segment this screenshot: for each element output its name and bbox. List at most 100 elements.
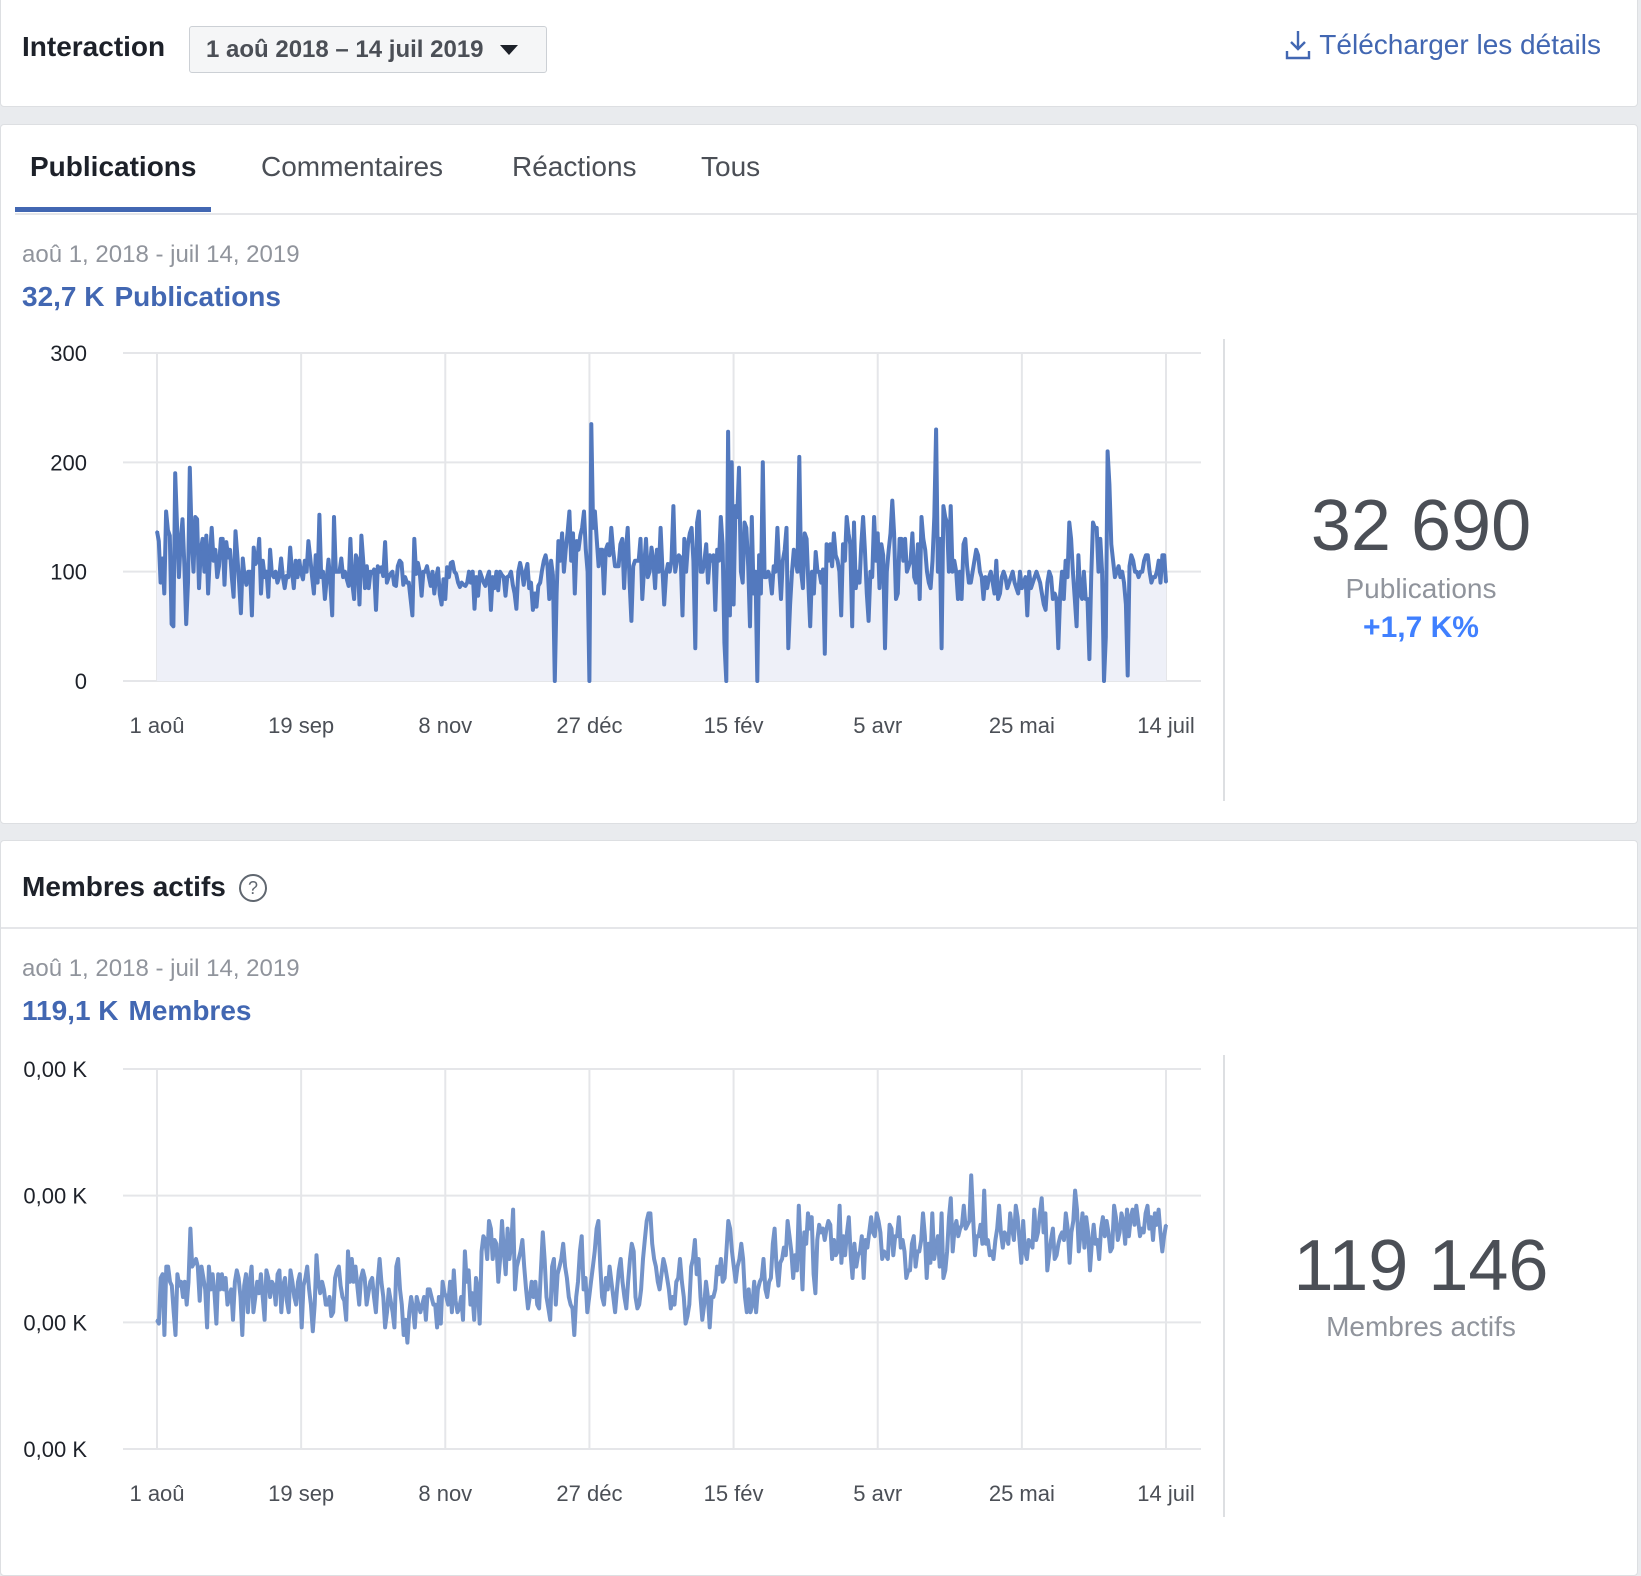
data-point xyxy=(536,1303,539,1306)
data-point xyxy=(838,570,841,573)
data-point xyxy=(420,594,423,597)
x-tick-label: 5 avr xyxy=(853,1481,902,1506)
data-point xyxy=(385,581,388,584)
data-point xyxy=(1020,1261,1023,1264)
data-point xyxy=(1142,1231,1145,1234)
data-point xyxy=(1077,554,1080,557)
data-point xyxy=(776,526,779,529)
help-icon[interactable]: ? xyxy=(239,874,267,902)
data-point xyxy=(193,1261,196,1264)
data-point xyxy=(510,570,512,573)
data-point xyxy=(406,581,408,584)
data-point xyxy=(458,586,461,588)
data-point xyxy=(426,1288,429,1291)
x-tick-label: 25 mai xyxy=(989,1481,1055,1506)
data-point xyxy=(738,466,740,469)
data-point xyxy=(664,1265,667,1268)
data-point xyxy=(977,1235,980,1238)
data-point xyxy=(1113,1204,1116,1207)
data-point xyxy=(855,1265,858,1268)
tab-publications[interactable]: Publications xyxy=(30,151,197,182)
data-point xyxy=(1150,581,1153,584)
data-point xyxy=(714,1288,717,1291)
data-point xyxy=(274,570,277,573)
data-point xyxy=(1087,1231,1090,1234)
data-point xyxy=(690,526,693,529)
data-point xyxy=(1107,1231,1110,1234)
date-range-dropdown[interactable]: 1 aoû 2018 – 14 juil 2019 xyxy=(189,26,547,73)
data-point xyxy=(646,576,649,579)
data-point xyxy=(821,1227,824,1230)
data-point xyxy=(703,1303,706,1306)
data-point xyxy=(413,1326,416,1329)
data-point xyxy=(156,1318,158,1321)
data-point xyxy=(223,583,226,586)
data-point xyxy=(914,1265,917,1268)
download-details-link[interactable]: Télécharger les détails xyxy=(1285,29,1601,61)
data-point xyxy=(741,581,744,584)
data-point xyxy=(847,532,850,535)
data-point xyxy=(179,540,182,543)
data-point xyxy=(588,1296,591,1298)
data-point xyxy=(663,603,666,606)
data-point xyxy=(486,576,489,579)
data-point xyxy=(586,1311,589,1314)
data-point xyxy=(1063,1239,1065,1241)
data-point xyxy=(230,1288,233,1291)
data-point xyxy=(751,1303,754,1306)
data-point xyxy=(391,1311,394,1314)
data-point xyxy=(654,587,657,590)
tab-commentaires[interactable]: Commentaires xyxy=(261,151,444,182)
data-point xyxy=(552,1258,555,1260)
data-point xyxy=(621,537,624,540)
data-point xyxy=(424,1318,427,1321)
data-point xyxy=(349,537,352,540)
data-point xyxy=(395,1265,398,1268)
data-point xyxy=(455,572,458,575)
data-point xyxy=(435,576,438,579)
data-point xyxy=(831,565,834,568)
data-point xyxy=(276,1273,279,1276)
data-point xyxy=(796,570,799,573)
data-point xyxy=(309,1303,312,1306)
data-point xyxy=(397,1258,400,1260)
data-point xyxy=(1003,1231,1006,1234)
data-point xyxy=(389,572,392,575)
data-point xyxy=(169,1280,171,1283)
tab-reactions[interactable]: Réactions xyxy=(512,151,637,182)
data-point xyxy=(220,1273,223,1276)
data-point xyxy=(378,1258,381,1260)
data-point xyxy=(1044,1212,1047,1215)
data-point xyxy=(800,570,803,573)
data-point xyxy=(471,570,474,573)
data-point xyxy=(517,1258,520,1260)
data-point xyxy=(779,1261,782,1264)
data-point xyxy=(415,1296,418,1298)
data-point xyxy=(640,1288,643,1291)
data-point xyxy=(747,565,750,568)
tab-tous[interactable]: Tous xyxy=(701,151,761,182)
data-point xyxy=(322,570,324,573)
data-point xyxy=(597,1220,600,1222)
data-point xyxy=(241,557,244,560)
data-point xyxy=(918,1250,921,1253)
data-point xyxy=(371,571,374,574)
members-date-range: aoû 1, 2018 - juil 14, 2019 xyxy=(22,955,300,982)
chart-divider xyxy=(1223,1055,1225,1517)
data-point xyxy=(245,583,248,586)
data-point xyxy=(603,1303,605,1306)
data-point xyxy=(933,516,936,518)
data-point xyxy=(899,1246,902,1249)
data-point xyxy=(725,1250,728,1253)
data-point xyxy=(985,1242,988,1245)
data-point xyxy=(736,516,739,518)
data-point xyxy=(643,1239,646,1241)
data-point xyxy=(597,565,600,568)
data-point xyxy=(504,1273,507,1276)
active-members-card: Membres actifs ? aoû 1, 2018 - juil 14, … xyxy=(0,840,1638,1576)
data-point xyxy=(287,576,290,579)
data-point xyxy=(438,593,441,596)
data-point xyxy=(278,576,281,579)
data-point xyxy=(723,1277,726,1279)
data-point xyxy=(900,537,903,540)
